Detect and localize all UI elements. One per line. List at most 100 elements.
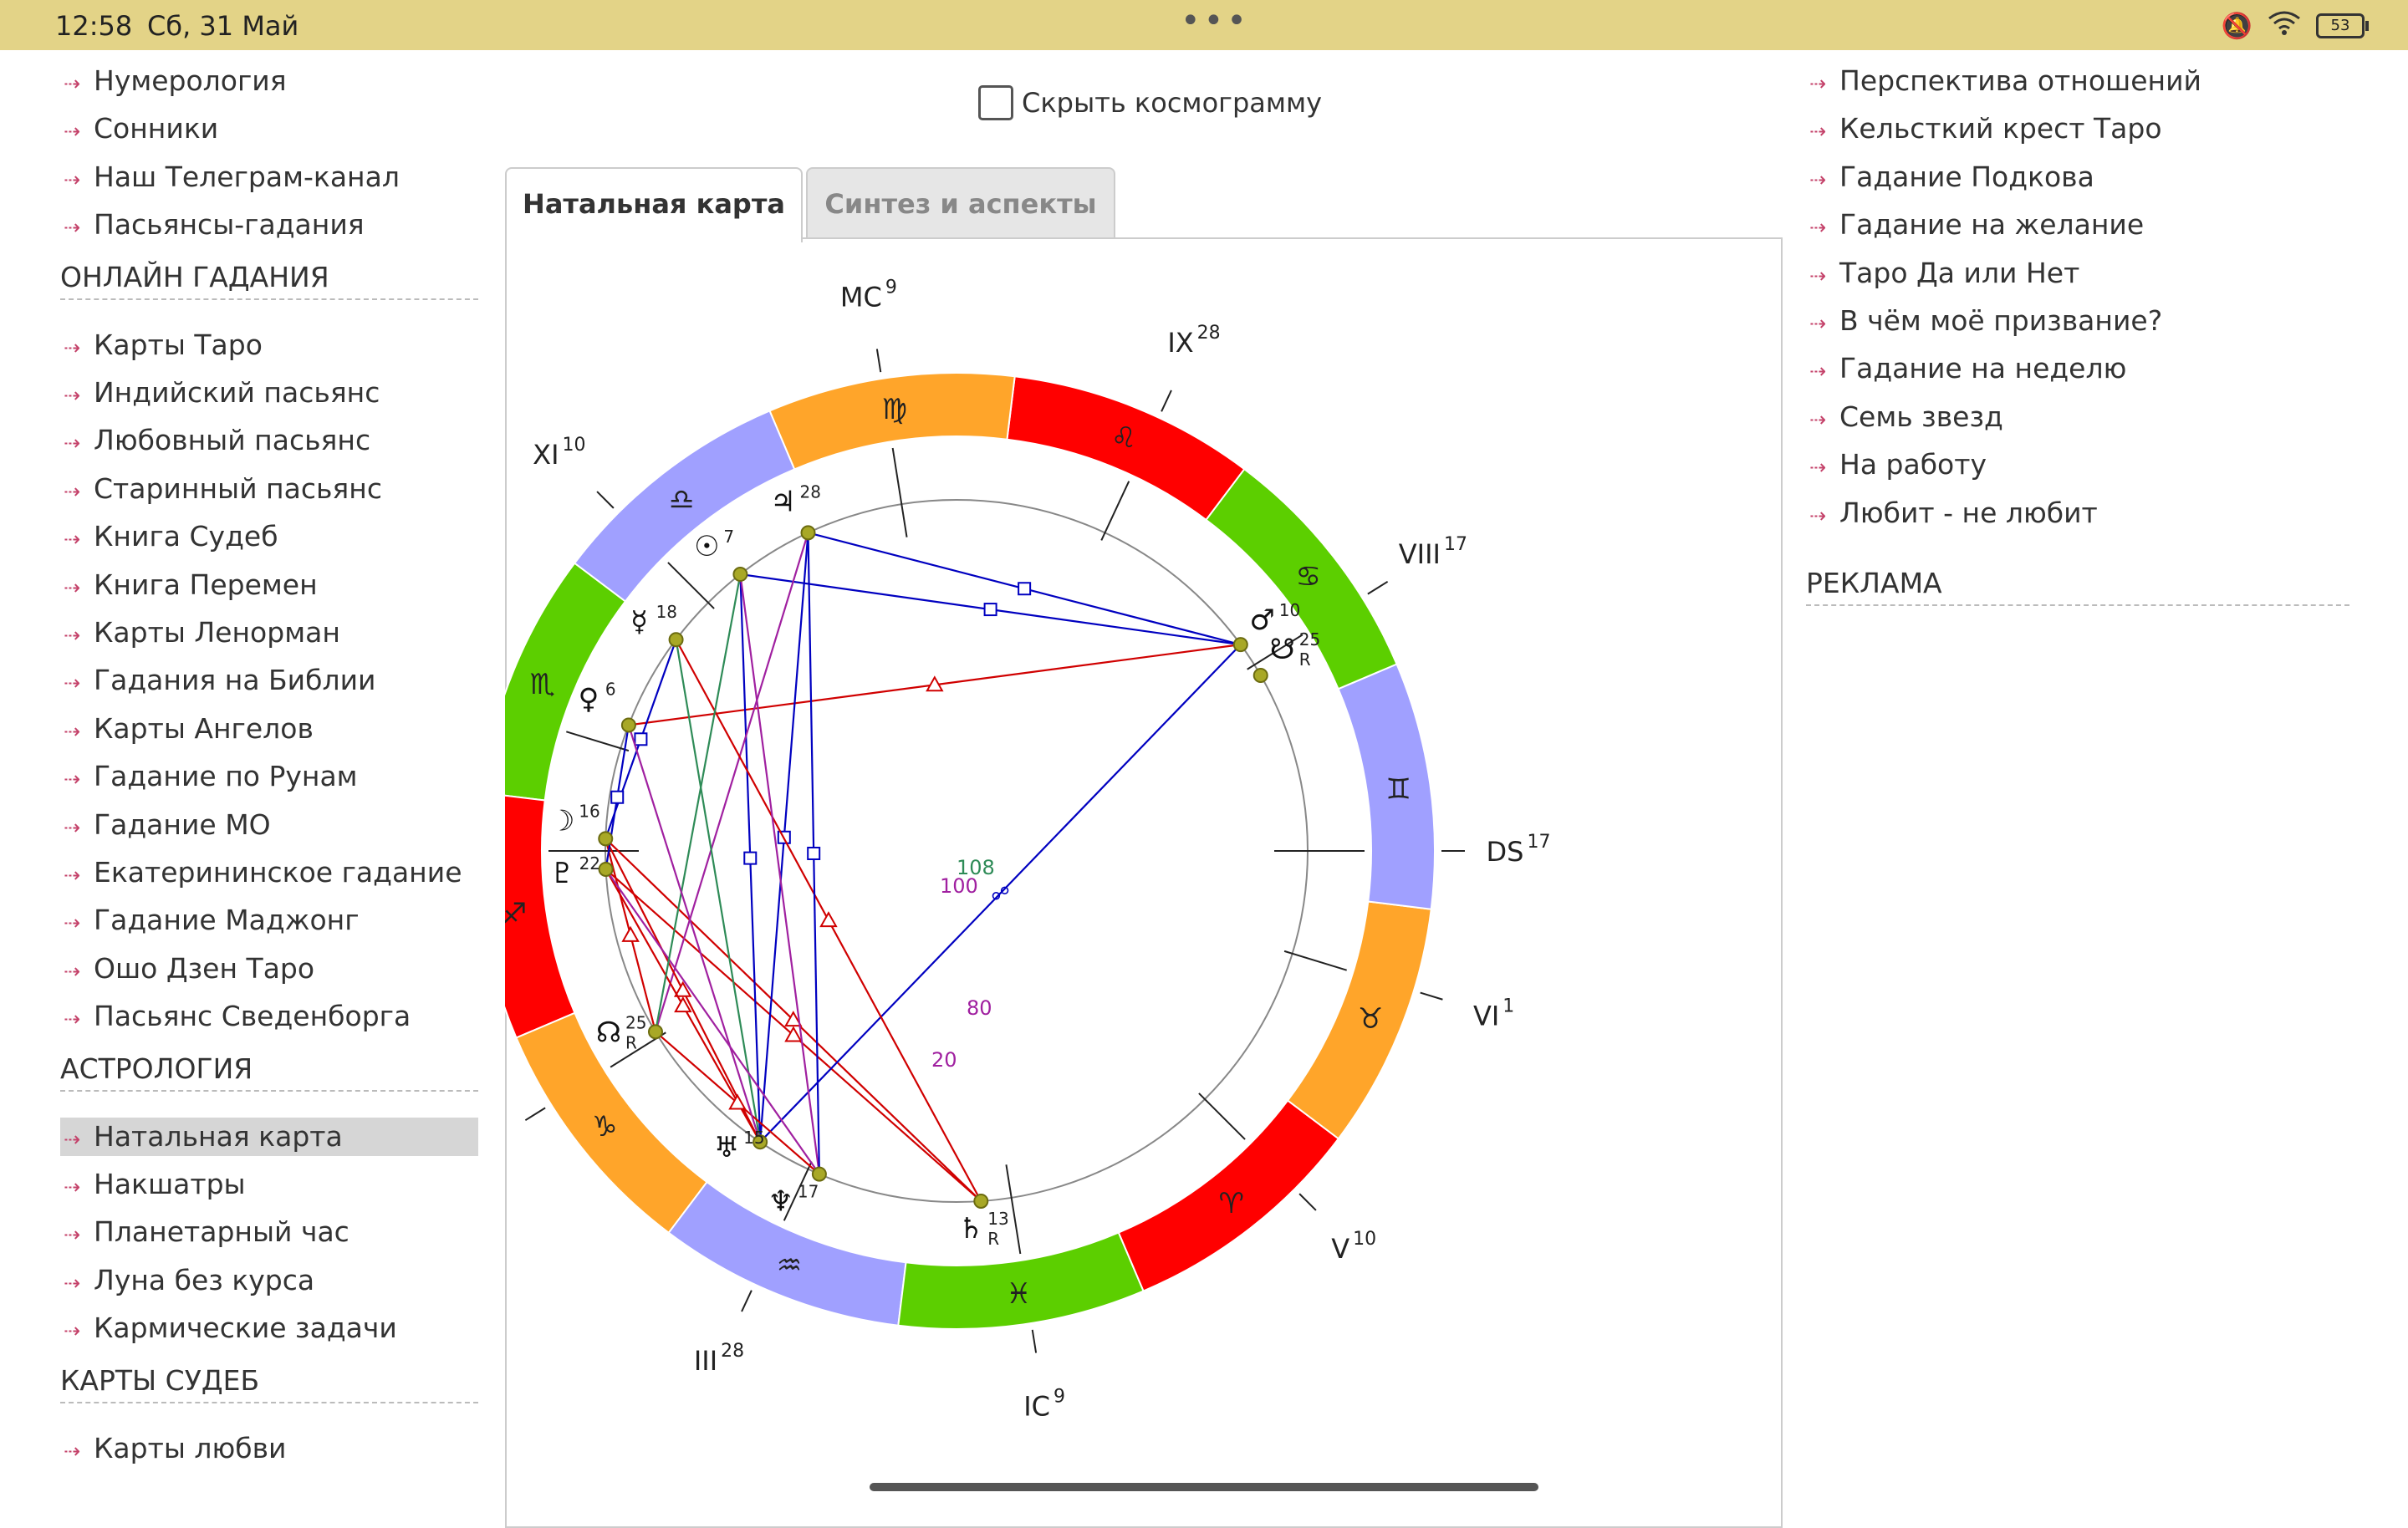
menu-item[interactable]: ⇢ Кельсткий крест Таро [1806, 110, 2224, 148]
menu-item-label: Кармические задачи [94, 1312, 397, 1345]
menu-item[interactable]: ⇢ Гадание Маджонг [60, 901, 478, 940]
menu-item[interactable]: ⇢ Карты любви [60, 1429, 478, 1468]
zodiac-glyph: ♌ [1111, 421, 1136, 455]
menu-item[interactable]: ⇢ Перспектива отношений [1806, 62, 2224, 100]
menu-item[interactable]: ⇢ Екатерининское гадание [60, 853, 478, 892]
menu-item[interactable]: ⇢ Пасьянсы-гадания [60, 206, 478, 244]
menu-item[interactable]: ⇢ Любит - не любит [1806, 494, 2224, 532]
menu-item[interactable]: ⇢ Нумерология [60, 62, 478, 100]
arrow-icon: ⇢ [63, 384, 81, 407]
menu-item[interactable]: ⇢ Гадание по Рунам [60, 757, 478, 796]
venus-icon: ♀ [578, 682, 599, 716]
menu-item[interactable]: ⇢ Карты Ленорман [60, 614, 478, 652]
menu-item[interactable]: ⇢ Карты Таро [60, 326, 478, 364]
arrow-icon: ⇢ [63, 167, 81, 191]
aspect-line [605, 868, 820, 1175]
house-cusp-line [667, 562, 715, 609]
arrow-icon: ⇢ [63, 671, 81, 695]
menu-item[interactable]: ⇢ Гадание на неделю [1806, 349, 2224, 388]
aspect-line [654, 532, 809, 1032]
arrow-icon: ⇢ [63, 1127, 81, 1151]
menu-item[interactable]: ⇢ На работу [1806, 446, 2224, 484]
multiwindow-dots-icon[interactable]: ••• [1181, 2, 1250, 40]
menu-item-label: Гадание на желание [1839, 208, 2145, 242]
planet-dot [647, 1024, 663, 1040]
menu-section-heading: РЕКЛАМА [1806, 567, 2349, 606]
checkbox-box[interactable] [978, 85, 1013, 120]
zodiac-glyph: ♏ [530, 668, 555, 701]
aspect-square-marker [634, 732, 648, 746]
menu-item[interactable]: ⇢ Кармические задачи [60, 1309, 478, 1347]
menu-item[interactable]: ⇢ Натальная карта [60, 1117, 478, 1156]
menu-item-label: Ошо Дзен Таро [94, 951, 315, 985]
wifi-icon [2268, 10, 2301, 42]
house-cusp-line [1005, 1164, 1022, 1255]
menu-item-label: Гадания на Библии [94, 664, 376, 697]
house-cusp-line [1100, 481, 1130, 541]
menu-item[interactable]: ⇢ Книга Судеб [60, 517, 478, 556]
menu-item[interactable]: ⇢ Семь звезд [1806, 398, 2224, 436]
house-tick [1367, 580, 1389, 595]
planet-degree: 25 [625, 1012, 646, 1032]
menu-item[interactable]: ⇢ Сонники [60, 110, 478, 148]
planet-degree: 22 [579, 853, 600, 874]
menu-item[interactable]: ⇢ Луна без курса [60, 1261, 478, 1300]
menu-item[interactable]: ⇢ В чём моё призвание? [1806, 302, 2224, 340]
house-tick [524, 1107, 546, 1122]
menu-item[interactable]: ⇢ Гадания на Библии [60, 661, 478, 700]
node-icon: ☊ [596, 1016, 621, 1049]
menu-item-label: Карты Ленорман [94, 616, 340, 649]
menu-item-label: Гадание МО [94, 807, 271, 841]
menu-item-label: Гадание по Рунам [94, 760, 358, 793]
menu-item[interactable]: ⇢ Любовный пасьянс [60, 421, 478, 460]
arrow-icon: ⇢ [63, 624, 81, 647]
menu-item[interactable]: ⇢ Книга Перемен [60, 566, 478, 604]
home-indicator[interactable] [870, 1483, 1538, 1491]
menu-item-label: Любит - не любит [1839, 496, 2098, 529]
arrow-icon: ⇢ [63, 72, 81, 95]
menu-item[interactable]: ⇢ Индийский пасьянс [60, 374, 478, 412]
menu-item-label: Карты Ангелов [94, 711, 314, 745]
tab-synthesis-aspects[interactable]: Синтез и аспекты [806, 167, 1115, 239]
house-cusp-line [566, 731, 630, 752]
menu-section-heading: АСТРОЛОГИЯ [60, 1052, 478, 1092]
zodiac-glyph: ♊ [1386, 773, 1411, 807]
menu-item-label: Книга Перемен [94, 568, 318, 601]
arrow-icon: ⇢ [63, 575, 81, 599]
hide-cosmogram-checkbox[interactable]: Скрыть космограмму [978, 85, 1322, 120]
zodiac-glyph: ♍ [881, 393, 906, 426]
menu-item-label: Семь звезд [1839, 400, 2003, 433]
menu-item[interactable]: ⇢ Гадание на желание [1806, 206, 2224, 244]
arrow-icon: ⇢ [63, 863, 81, 887]
menu-item[interactable]: ⇢ Карты Ангелов [60, 710, 478, 748]
menu-item[interactable]: ⇢ Наш Телеграм-канал [60, 158, 478, 196]
menu-item[interactable]: ⇢ Старинный пасьянс [60, 470, 478, 508]
arrow-icon: ⇢ [1809, 263, 1827, 288]
aspect-square-marker [807, 846, 821, 860]
menu-item[interactable]: ⇢ Таро Да или Нет [1806, 254, 2224, 293]
menu-item-label: Таро Да или Нет [1839, 256, 2080, 289]
planet-degree: 15 [743, 1128, 764, 1148]
menu-item[interactable]: ⇢ Планетарный час [60, 1213, 478, 1251]
tab-natal-chart[interactable]: Натальная карта [505, 167, 803, 242]
menu-item-label: Книга Судеб [94, 520, 278, 553]
pluto-icon: ♇ [549, 857, 574, 890]
menu-item[interactable]: ⇢ Ошо Дзен Таро [60, 950, 478, 988]
arrow-icon: ⇢ [1809, 72, 1827, 95]
mute-bell-icon: 🔕 [2221, 11, 2252, 41]
menu-item-label: Пасьянс Сведенборга [94, 1000, 411, 1033]
menu-item[interactable]: ⇢ Накшатры [60, 1165, 478, 1204]
planet-dot [598, 861, 614, 877]
house-cusp-line [1198, 1093, 1246, 1140]
arrow-icon: ⇢ [1809, 503, 1827, 527]
aspect-square-marker [983, 603, 997, 617]
right-menu: ⇢ Перспектива отношений ⇢ Кельсткий крест Т… [1806, 62, 2349, 697]
zodiac-glyph: ♑ [592, 1110, 617, 1143]
menu-item[interactable]: ⇢ Гадание МО [60, 806, 478, 844]
menu-item[interactable]: ⇢ Гадание Подкова [1806, 158, 2224, 196]
menu-item-label: Натальная карта [94, 1119, 343, 1153]
jupiter-icon: ♃ [770, 485, 795, 518]
menu-item[interactable]: ⇢ Пасьянс Сведенборга [60, 997, 478, 1036]
zodiac-glyph: ♓ [1006, 1277, 1031, 1311]
menu-item-label: Пасьянсы-гадания [94, 208, 365, 242]
